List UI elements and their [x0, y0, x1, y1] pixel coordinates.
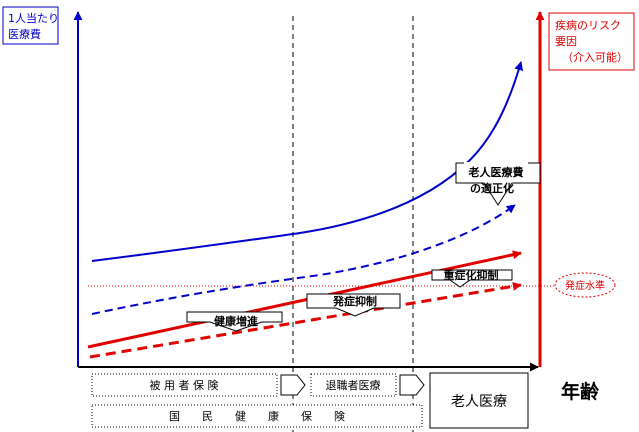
- cost-curve-optimized: [91, 204, 516, 315]
- callout-health: 健康増進: [186, 311, 283, 332]
- svg-text:重症化抑制: 重症化抑制: [444, 268, 499, 282]
- left-axis-label: 1人当たり 医療費: [2, 6, 59, 45]
- arrow-to-retiree: [280, 374, 306, 396]
- arrow-to-elderly: [399, 374, 425, 396]
- right-axis-label-line-3: （介入可能）: [562, 50, 628, 64]
- right-axis-label-line-2: 要因: [555, 35, 577, 48]
- svg-text:退職者医療: 退職者医療: [326, 378, 381, 392]
- left-axis-label-line-2: 医療費: [8, 27, 41, 41]
- callout-elderly-cost-line-1: 老人医療費: [468, 165, 524, 179]
- right-axis-label: 疾病のリスク 要因 （介入可能）: [548, 12, 635, 71]
- left-axis-label-line-1: 1人当たり: [8, 11, 59, 25]
- svg-text:国 民 健 康 保 険: 国 民 健 康 保 険: [169, 409, 345, 423]
- callout-elderly-cost: 老人医療費 の適正化: [455, 162, 541, 206]
- band-retiree-medical: 退職者医療: [310, 373, 397, 397]
- band-elderly-medical: 老人医療: [429, 372, 529, 429]
- band-national-health-insurance: 国 民 健 康 保 険: [91, 404, 423, 428]
- x-axis-label: 年齢: [561, 380, 600, 403]
- band-employee-insurance: 被 用 者 保 険: [91, 373, 278, 397]
- callout-elderly-cost-line-2: の適正化: [470, 181, 514, 195]
- svg-text:被 用 者 保 険: 被 用 者 保 険: [150, 378, 219, 392]
- cost-curve-current: [91, 61, 524, 262]
- right-axis-label-line-1: 疾病のリスク: [555, 18, 621, 32]
- callout-onset: 発症抑制: [306, 293, 401, 317]
- risk-line-reduced: [89, 281, 522, 359]
- risk-line-current: [87, 250, 522, 349]
- svg-text:老人医療: 老人医療: [451, 393, 507, 410]
- callout-severity: 重症化抑制: [431, 268, 513, 288]
- svg-text:健康増進: 健康増進: [214, 314, 259, 328]
- svg-text:発症水準: 発症水準: [565, 279, 605, 292]
- svg-text:発症抑制: 発症抑制: [332, 294, 377, 308]
- onset-threshold-label: 発症水準: [554, 272, 616, 298]
